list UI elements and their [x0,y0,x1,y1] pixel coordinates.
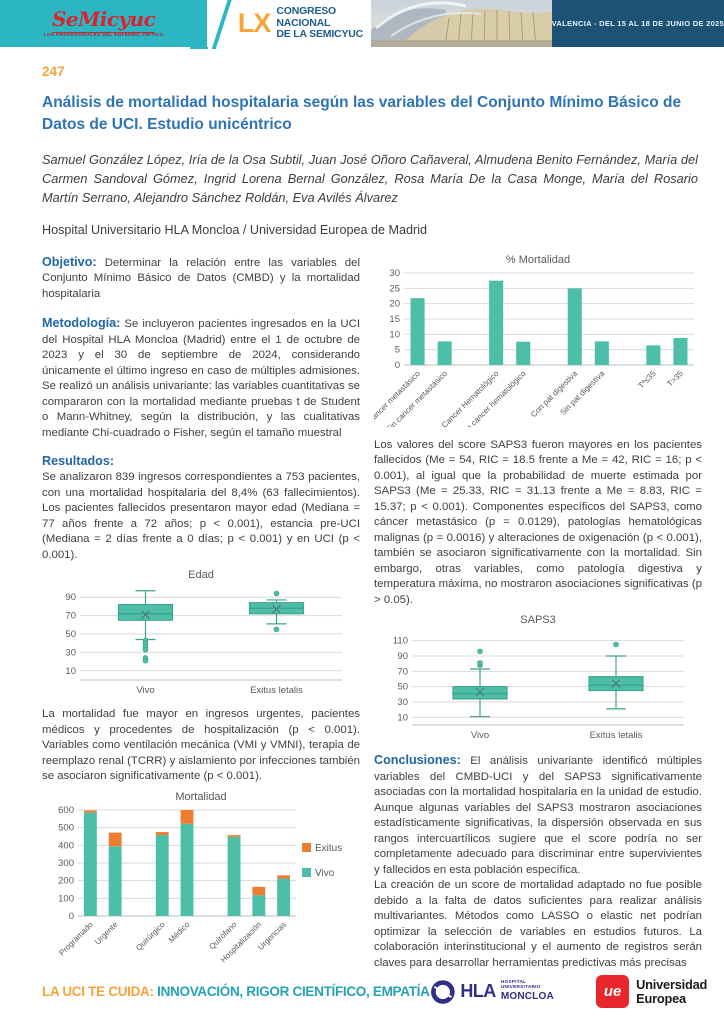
svg-text:Exitus letalis: Exitus letalis [590,730,643,741]
metodologia-label: Metodología: [42,316,121,331]
semicyuc-logo: SeMicyuc LOS PROFESIONALES DEL ENFERMO C… [0,0,208,47]
venue-text: VALENCIA - DEL 15 AL 18 DE JUNIO DE 2025 [551,19,724,28]
svg-text:Vivo: Vivo [136,685,154,696]
congress-header-banner: SeMicyuc LOS PROFESIONALES DEL ENFERMO C… [0,0,724,47]
svg-text:Tª≤35: Tª≤35 [636,368,658,390]
uci-slogan: LA UCI TE CUIDA: INNOVACIÓN, RIGOR CIENT… [42,984,430,999]
svg-text:30: 30 [397,697,408,708]
conclusiones-paragraph: Conclusiones: El análisis univariante id… [374,753,702,969]
edad-boxplot-chart: Edad 10 30 50 70 90 Vivo Exitus letalis [42,569,360,701]
semicyuc-logo-text: SeMicyuc [51,7,156,34]
svg-text:Programado: Programado [57,919,95,957]
svg-text:Quirúrgico: Quirúrgico [134,919,167,952]
conclusiones-label: Conclusiones: [374,753,461,768]
svg-text:Médico: Médico [167,919,192,944]
diagonal-stripe [207,0,236,47]
svg-text:400: 400 [58,840,74,851]
objetivo-label: Objetivo: [42,254,97,269]
svg-text:0: 0 [395,360,400,371]
svg-text:10: 10 [389,329,400,340]
affiliation: Hospital Universitario HLA Moncloa / Uni… [42,222,427,237]
ue-monogram-icon: ue [596,975,630,1008]
svg-text:Con pat digestiva: Con pat digestiva [529,368,579,418]
mortalidad-stacked-chart: Mortalidad 0 100 200 300 400 500 600 Programado U… [42,791,360,981]
svg-text:30: 30 [65,647,76,658]
svg-text:90: 90 [397,651,408,662]
saps3-paragraph: Los valores del score SAPS3 fueron mayor… [374,438,702,606]
svg-text:Exitus: Exitus [315,843,342,854]
svg-text:15: 15 [389,314,400,325]
saps3-boxplot-chart: SAPS3 10 30 50 70 90 110 Vivo Exitus letalis [374,614,702,746]
chart-title: SAPS3 [520,614,556,627]
footer: LA UCI TE CUIDA: INNOVACIÓN, RIGOR CIENT… [42,975,707,1008]
congress-line2: DE LA SEMICYUC [276,28,364,41]
valencia-photo [370,0,552,47]
hla-sub-line1: HOSPITAL UNIVERSITARIO [500,980,541,990]
semicyuc-tagline: LOS PROFESIONALES DEL ENFERMO CRÍTICO [43,31,164,37]
abstract-title: Análisis de mortalidad hospitalaria segú… [42,94,682,133]
svg-text:500: 500 [58,822,74,833]
svg-text:90: 90 [65,592,76,603]
svg-text:70: 70 [65,611,76,622]
venue-banner: VALENCIA - DEL 15 AL 18 DE JUNIO DE 2025 [551,0,724,47]
svg-text:Vivo: Vivo [471,730,489,741]
hla-logo-text: HLA [460,981,496,1001]
congress-line1: CONGRESO NACIONAL [276,5,337,29]
ue-name-line1: Universidad [636,977,708,993]
authors-list: Samuel González López, Iría de la Osa Su… [42,152,698,206]
hla-sub-line2: MONCLOA [500,990,554,1002]
svg-text:30: 30 [389,268,400,279]
universidad-europea-logo: ue Universidad Europea [596,975,707,1008]
hla-moncloa-logo: HLA HOSPITAL UNIVERSITARIO MONCLOA [430,977,559,1007]
congress-title-block: LX CONGRESO NACIONAL DE LA SEMICYUC [236,0,371,47]
svg-text:5: 5 [395,344,400,355]
resultados-paragraph: Se analizaron 839 ingresos correspondien… [42,471,360,561]
svg-text:200: 200 [58,875,74,886]
svg-text:10: 10 [65,666,76,677]
svg-text:70: 70 [397,666,408,677]
svg-text:Vivo: Vivo [315,868,335,879]
svg-text:10: 10 [397,712,408,723]
svg-text:T>35: T>35 [665,368,685,388]
pct-mortalidad-chart: % Mortalidad051015202530Con cancer metas… [355,253,702,441]
svg-text:Urgente: Urgente [93,919,120,946]
svg-text:50: 50 [397,682,408,693]
abstract-number: 247 [42,64,65,79]
svg-text:20: 20 [389,298,400,309]
right-column: % Mortalidad051015202530Con cancer metas… [355,253,702,981]
resultados-label: Resultados: [42,454,115,469]
ue-name-line2: Europea [636,990,686,1006]
slogan-main: INNOVACIÓN, RIGOR CIENTÍFICO, EMPATÍA [157,984,430,999]
svg-text:25: 25 [389,283,400,294]
resultados-paragraph-2: La mortalidad fue mayor en ingresos urge… [42,708,360,783]
objetivo-paragraph: Objetivo: Determinar la relación entre l… [42,254,361,300]
svg-text:110: 110 [393,636,408,647]
chart-title: % Mortalidad [505,253,571,266]
svg-text:100: 100 [58,893,74,904]
hla-swirl-icon [430,979,455,1004]
left-column: Objetivo: Determinar la relación entre l… [42,254,360,981]
svg-text:50: 50 [65,629,76,640]
svg-text:Exitus letalis: Exitus letalis [250,685,303,696]
chart-title: Edad [188,569,214,582]
svg-text:600: 600 [58,805,74,816]
congress-numeral: LX [237,8,272,38]
svg-text:0: 0 [69,911,74,922]
metodologia-paragraph: Metodología: Se incluyeron pacientes ing… [42,316,360,439]
slogan-prefix: LA UCI TE CUIDA: [42,984,154,999]
svg-text:300: 300 [58,858,74,869]
chart-title: Mortalidad [175,790,227,803]
